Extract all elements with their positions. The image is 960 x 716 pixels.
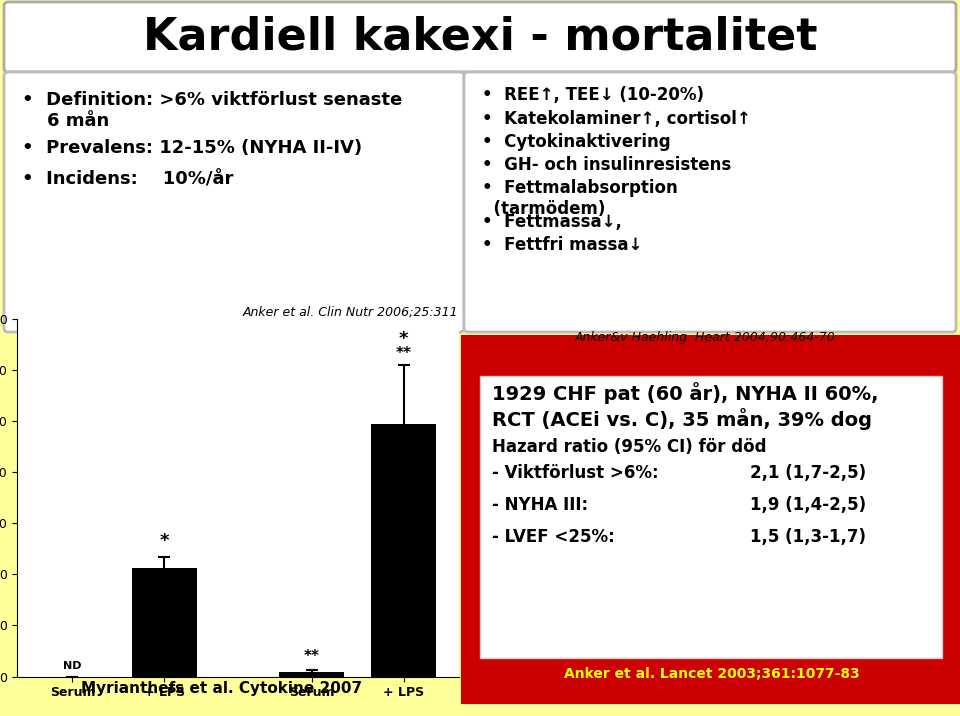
Text: •  Fettmalabsorption
  (tarmödem): • Fettmalabsorption (tarmödem) bbox=[482, 179, 678, 218]
Text: •  Fettmassa↓,: • Fettmassa↓, bbox=[482, 213, 622, 231]
Text: 1,5 (1,3-1,7): 1,5 (1,3-1,7) bbox=[750, 528, 866, 546]
Text: RCT (ACEi vs. C), 35 mån, 39% dog: RCT (ACEi vs. C), 35 mån, 39% dog bbox=[492, 408, 872, 430]
Text: Anker et al. Lancet 2003;361:1077-83: Anker et al. Lancet 2003;361:1077-83 bbox=[564, 667, 860, 681]
Text: •  REE↑, TEE↓ (10-20%): • REE↑, TEE↓ (10-20%) bbox=[482, 86, 704, 104]
Text: **: ** bbox=[303, 649, 320, 664]
Text: ND: ND bbox=[63, 661, 82, 671]
Text: •  Katekolaminer↑, cortisol↑: • Katekolaminer↑, cortisol↑ bbox=[482, 110, 751, 128]
Text: *: * bbox=[159, 533, 169, 551]
Text: •  Cytokinaktivering: • Cytokinaktivering bbox=[482, 133, 671, 151]
Text: - LVEF <25%:: - LVEF <25%: bbox=[492, 528, 614, 546]
FancyBboxPatch shape bbox=[4, 2, 956, 72]
Text: Anker et al. Clin Nutr 2006;25:311: Anker et al. Clin Nutr 2006;25:311 bbox=[242, 306, 458, 319]
Bar bbox=[466, 340, 954, 698]
Bar bbox=[372, 425, 436, 677]
Bar bbox=[480, 376, 942, 658]
Text: •  GH- och insulinresistens: • GH- och insulinresistens bbox=[482, 156, 732, 174]
Text: •  Fettfri massa↓: • Fettfri massa↓ bbox=[482, 236, 642, 254]
Text: Hazard ratio (95% CI) för död: Hazard ratio (95% CI) för död bbox=[492, 438, 766, 456]
Text: - Viktförlust >6%:: - Viktförlust >6%: bbox=[492, 464, 659, 482]
FancyBboxPatch shape bbox=[4, 72, 464, 332]
Text: •  Definition: >6% viktförlust senaste
    6 mån: • Definition: >6% viktförlust senaste 6 … bbox=[22, 91, 402, 130]
FancyBboxPatch shape bbox=[464, 72, 956, 332]
Text: Anker&v Haehling. Heart 2004;90:464-70: Anker&v Haehling. Heart 2004;90:464-70 bbox=[575, 331, 835, 344]
Text: •  Incidens:    10%/år: • Incidens: 10%/år bbox=[22, 170, 233, 188]
Text: *: * bbox=[399, 331, 408, 349]
Text: **: ** bbox=[396, 347, 412, 362]
Text: - NYHA III:: - NYHA III: bbox=[492, 496, 588, 514]
Text: Myrianthefs et al. Cytokine 2007: Myrianthefs et al. Cytokine 2007 bbox=[82, 681, 363, 696]
Text: 1,9 (1,4-2,5): 1,9 (1,4-2,5) bbox=[750, 496, 866, 514]
Text: Kardiell kakexi - mortalitet: Kardiell kakexi - mortalitet bbox=[143, 16, 817, 59]
Text: 2,1 (1,7-2,5): 2,1 (1,7-2,5) bbox=[750, 464, 866, 482]
Bar bbox=[279, 672, 344, 677]
Text: •  Prevalens: 12-15% (NYHA II-IV): • Prevalens: 12-15% (NYHA II-IV) bbox=[22, 139, 362, 157]
Text: 1929 CHF pat (60 år), NYHA II 60%,: 1929 CHF pat (60 år), NYHA II 60%, bbox=[492, 382, 878, 404]
Bar bbox=[132, 568, 197, 677]
